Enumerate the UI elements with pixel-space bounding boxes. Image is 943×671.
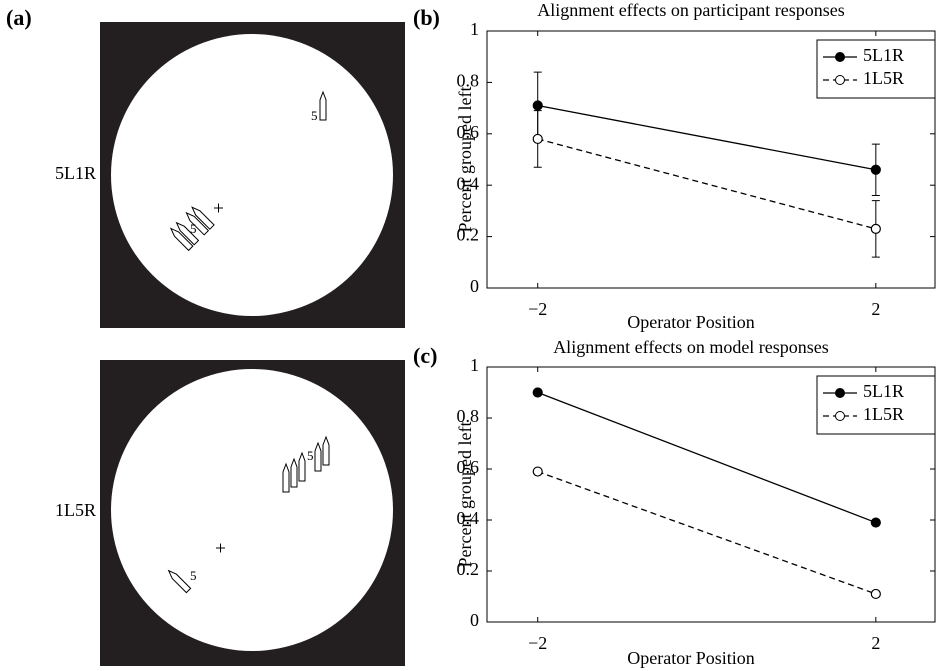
x-axis-label: Operator Position xyxy=(627,648,755,668)
marker xyxy=(871,589,880,598)
series-line xyxy=(538,106,876,170)
figure: (a) 5L1R 5 5 1L5R 5 5 (b) Alignment effec… xyxy=(0,0,943,671)
marker xyxy=(871,518,880,527)
x-tick-label: −2 xyxy=(528,299,547,319)
stimulus-digit: 5 xyxy=(311,108,318,123)
stimulus-label: 1L5R xyxy=(55,500,96,520)
stimulus-label: 5L1R xyxy=(55,163,96,183)
marker xyxy=(533,101,542,110)
y-tick-label: 1 xyxy=(470,355,479,375)
y-axis-label: Percent grouped left xyxy=(455,422,475,568)
legend-label: 1L5R xyxy=(863,404,904,424)
y-tick-label: 1 xyxy=(470,19,479,39)
stimulus-digit: 5 xyxy=(307,448,314,463)
y-tick-label: 0.2 xyxy=(457,559,480,579)
y-tick-label: 0.2 xyxy=(457,225,480,245)
x-tick-label: −2 xyxy=(528,633,547,653)
legend-label: 5L1R xyxy=(863,45,904,65)
marker xyxy=(533,134,542,143)
y-tick-label: 0 xyxy=(470,610,479,630)
series-line xyxy=(538,472,876,594)
chart-title: Alignment effects on model responses xyxy=(553,337,829,357)
stimulus-digit: 5 xyxy=(190,568,197,583)
y-axis-label: Percent grouped left xyxy=(455,87,475,233)
chart-title: Alignment effects on participant respons… xyxy=(537,0,845,20)
marker xyxy=(533,467,542,476)
legend-marker xyxy=(836,76,845,85)
series-line xyxy=(538,139,876,229)
marker xyxy=(871,224,880,233)
y-tick-label: 0.8 xyxy=(457,71,480,91)
y-tick-label: 0.6 xyxy=(457,457,480,477)
legend-label: 1L5R xyxy=(863,68,904,88)
legend-marker xyxy=(836,389,845,398)
stimulus-disc xyxy=(111,369,393,651)
stimulus-disc xyxy=(111,34,393,316)
y-tick-label: 0.4 xyxy=(457,173,480,193)
legend-marker xyxy=(836,53,845,62)
x-tick-label: 2 xyxy=(871,633,880,653)
x-tick-label: 2 xyxy=(871,299,880,319)
panel-label: (b) xyxy=(413,5,440,30)
x-axis-label: Operator Position xyxy=(627,312,755,332)
legend-marker xyxy=(836,412,845,421)
marker xyxy=(871,165,880,174)
marker xyxy=(533,388,542,397)
legend-label: 5L1R xyxy=(863,381,904,401)
panel-label: (a) xyxy=(6,5,32,30)
y-tick-label: 0.4 xyxy=(457,508,480,528)
panel-label: (c) xyxy=(413,343,437,368)
y-tick-label: 0.8 xyxy=(457,406,480,426)
y-tick-label: 0.6 xyxy=(457,122,480,142)
stimulus-digit: 5 xyxy=(190,221,197,236)
y-tick-label: 0 xyxy=(470,276,479,296)
